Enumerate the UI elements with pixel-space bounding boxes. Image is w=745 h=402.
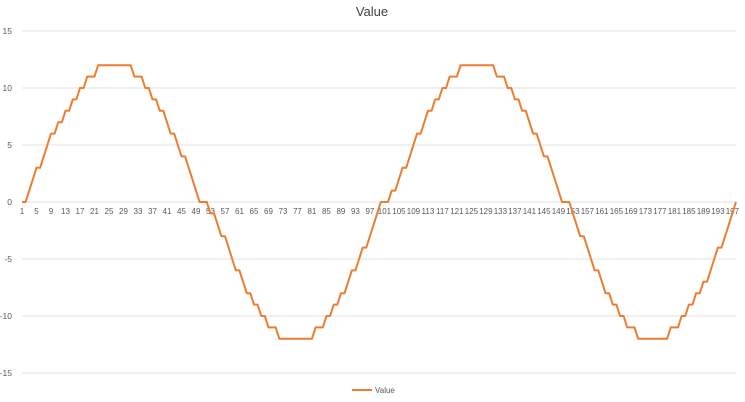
x-tick-label: 133 — [494, 207, 508, 216]
x-tick-label: 145 — [537, 207, 551, 216]
y-tick-label: 5 — [7, 140, 12, 150]
x-tick-label: 81 — [307, 207, 316, 216]
x-tick-label: 77 — [293, 207, 302, 216]
x-tick-label: 37 — [148, 207, 157, 216]
x-tick-label: 181 — [668, 207, 682, 216]
x-axis-ticks: 1 5 9 13 17 21 25 29 33 37 41 45 49 53 57 61 65 69 73 77 81 8… — [20, 207, 740, 216]
x-tick-label: 25 — [105, 207, 114, 216]
x-tick-label: 189 — [697, 207, 711, 216]
x-tick-label: 89 — [336, 207, 345, 216]
x-tick-label: 1 — [20, 207, 25, 216]
x-tick-label: 69 — [264, 207, 273, 216]
y-tick-label: 10 — [3, 83, 13, 93]
x-tick-label: 21 — [90, 207, 99, 216]
x-tick-label: 101 — [378, 207, 392, 216]
legend-label: Value — [375, 386, 395, 395]
x-tick-label: 17 — [76, 207, 85, 216]
legend: Value — [352, 386, 395, 395]
x-tick-label: 117 — [436, 207, 449, 216]
x-tick-label: 193 — [711, 207, 725, 216]
x-tick-label: 177 — [653, 207, 667, 216]
x-tick-label: 93 — [351, 207, 360, 216]
x-tick-label: 9 — [49, 207, 54, 216]
series-layer — [22, 64, 737, 340]
x-tick-label: 73 — [279, 207, 288, 216]
x-tick-label: 185 — [682, 207, 696, 216]
x-tick-label: 65 — [250, 207, 259, 216]
x-tick-label: 29 — [119, 207, 128, 216]
y-tick-label: 0 — [7, 197, 12, 207]
x-tick-label: 61 — [235, 207, 244, 216]
gridlines — [22, 30, 736, 374]
x-tick-label: 5 — [34, 207, 39, 216]
series-line-value — [22, 64, 737, 340]
x-tick-label: 57 — [221, 207, 230, 216]
x-tick-label: 165 — [610, 207, 624, 216]
y-tick-label: 15 — [3, 26, 13, 36]
y-tick-label: -5 — [4, 254, 12, 264]
x-tick-label: 141 — [523, 207, 537, 216]
x-tick-label: 169 — [624, 207, 638, 216]
x-tick-label: 161 — [595, 207, 609, 216]
x-tick-label: 173 — [639, 207, 653, 216]
x-tick-label: 49 — [192, 207, 201, 216]
x-tick-label: 129 — [479, 207, 493, 216]
x-tick-label: 125 — [465, 207, 479, 216]
x-tick-label: 109 — [407, 207, 421, 216]
x-tick-label: 149 — [552, 207, 566, 216]
x-tick-label: 97 — [365, 207, 374, 216]
x-tick-label: 41 — [163, 207, 172, 216]
x-tick-label: 85 — [322, 207, 331, 216]
y-tick-label: -10 — [0, 311, 12, 321]
x-tick-label: 33 — [134, 207, 143, 216]
x-tick-label: 137 — [508, 207, 522, 216]
x-tick-label: 45 — [177, 207, 186, 216]
x-tick-label: 121 — [450, 207, 464, 216]
x-tick-label: 113 — [422, 207, 435, 216]
x-tick-label: 13 — [61, 207, 70, 216]
x-tick-label: 157 — [581, 207, 595, 216]
y-axis-ticks: 15 10 5 0 -5 -10 -15 — [0, 26, 12, 378]
y-tick-label: -15 — [0, 368, 12, 378]
chart-title: Value — [356, 4, 388, 19]
x-tick-label: 105 — [392, 207, 406, 216]
